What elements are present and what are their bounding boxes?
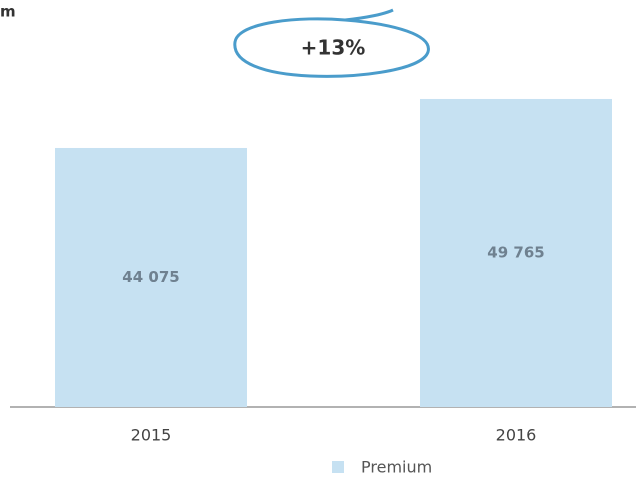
bar [420,98,612,407]
data-label: 44 075 [122,268,179,286]
annotation: +13% [301,36,366,60]
chart-title: m [0,3,16,21]
bar [55,147,247,407]
x-tick-label: 2015 [131,426,172,445]
legend-label: Premium [361,458,432,477]
legend-swatch [332,461,344,473]
annotation-ellipse [233,8,430,78]
x-tick-label: 2016 [496,426,537,445]
data-label: 49 765 [487,243,544,261]
